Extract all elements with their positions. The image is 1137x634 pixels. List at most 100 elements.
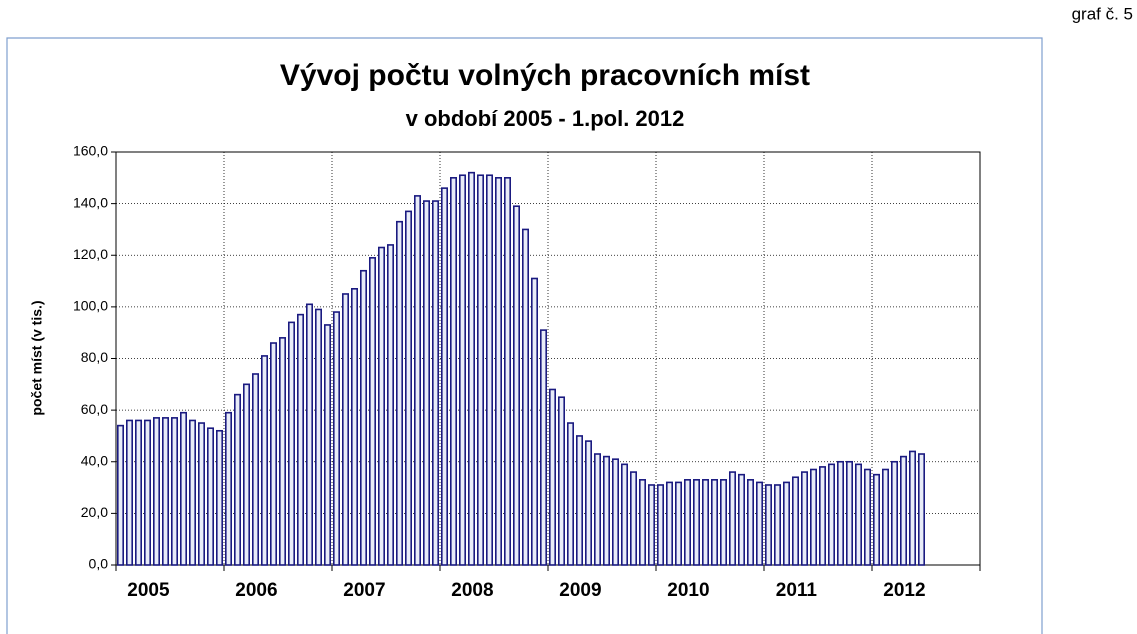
bar	[746, 479, 754, 566]
bar	[422, 200, 430, 566]
bar	[665, 481, 673, 566]
y-tick-label: 80,0	[81, 349, 108, 365]
x-tick-label: 2012	[883, 580, 925, 601]
x-tick-label: 2008	[451, 580, 493, 601]
bar	[584, 440, 592, 566]
bar	[359, 269, 367, 566]
bar	[377, 246, 385, 566]
bar	[836, 460, 844, 566]
bar	[225, 411, 233, 566]
bar	[809, 468, 817, 566]
bar	[530, 277, 538, 566]
bar	[494, 177, 502, 566]
bar	[629, 471, 637, 566]
bar	[368, 257, 376, 566]
chart-subtitle: v období 2005 - 1.pol. 2012	[406, 106, 685, 131]
bar	[521, 228, 529, 566]
bar	[593, 453, 601, 566]
bar	[611, 458, 619, 566]
bar	[800, 471, 808, 566]
bar	[431, 200, 439, 566]
bar	[216, 429, 224, 566]
bar	[773, 484, 781, 566]
bar	[207, 427, 215, 566]
bar	[557, 396, 565, 566]
bar	[566, 422, 574, 566]
bar	[791, 476, 799, 566]
bar	[476, 174, 484, 566]
bar	[386, 244, 394, 566]
bar	[872, 473, 880, 566]
bar	[278, 337, 286, 566]
bar	[899, 455, 907, 566]
bar	[845, 460, 853, 566]
bar	[818, 466, 826, 566]
bar	[404, 210, 412, 566]
bar	[656, 484, 664, 566]
bar	[548, 388, 556, 566]
bar	[647, 484, 655, 566]
bar	[710, 479, 718, 566]
bar	[189, 419, 197, 566]
bar	[485, 174, 493, 566]
bar	[341, 293, 349, 566]
x-tick-label: 2005	[127, 580, 170, 601]
x-tick-label: 2006	[235, 580, 277, 601]
bar	[764, 484, 772, 566]
bar	[234, 393, 242, 566]
y-axis-label: počet míst (v tis.)	[29, 300, 45, 415]
bar	[243, 383, 251, 566]
bar	[701, 479, 709, 566]
y-tick-label: 100,0	[73, 298, 108, 314]
y-tick-label: 160,0	[73, 143, 108, 159]
bar	[917, 453, 925, 566]
bar	[827, 463, 835, 566]
bar	[180, 411, 188, 566]
bar	[692, 479, 700, 566]
bar	[908, 450, 916, 566]
bar	[260, 355, 268, 566]
x-tick-label: 2009	[559, 580, 601, 601]
chart-title: Vývoj počtu volných pracovních míst	[280, 59, 810, 92]
bar	[171, 417, 179, 566]
y-tick-label: 40,0	[81, 452, 108, 468]
bar	[252, 373, 260, 566]
bar	[503, 177, 511, 566]
bar	[458, 174, 466, 566]
bar	[737, 473, 745, 566]
y-tick-label: 0,0	[89, 556, 109, 572]
bar	[467, 171, 475, 566]
chart-frame	[6, 37, 1043, 634]
bar	[638, 479, 646, 566]
bar	[854, 463, 862, 566]
bar	[350, 288, 358, 566]
bar	[719, 479, 727, 566]
y-tick-label: 120,0	[73, 246, 108, 262]
bar	[620, 463, 628, 566]
bar	[755, 481, 763, 566]
y-tick-label: 60,0	[81, 401, 108, 417]
bar	[314, 308, 322, 566]
bar	[674, 481, 682, 566]
bar	[296, 313, 304, 566]
bar	[863, 468, 871, 566]
bar	[126, 419, 134, 566]
bar	[683, 479, 691, 566]
bar	[575, 435, 583, 566]
bar	[287, 321, 295, 566]
y-tick-label: 20,0	[81, 504, 108, 520]
bar	[449, 177, 457, 566]
bar	[269, 342, 277, 566]
bar	[728, 471, 736, 566]
x-tick-label: 2007	[343, 580, 385, 601]
bar	[323, 324, 331, 566]
bar	[135, 419, 143, 566]
bar	[162, 417, 170, 566]
bar	[512, 205, 520, 566]
bar	[782, 481, 790, 566]
bar	[395, 220, 403, 566]
y-tick-label: 140,0	[73, 194, 108, 210]
annotation: graf č. 5	[1072, 4, 1133, 23]
